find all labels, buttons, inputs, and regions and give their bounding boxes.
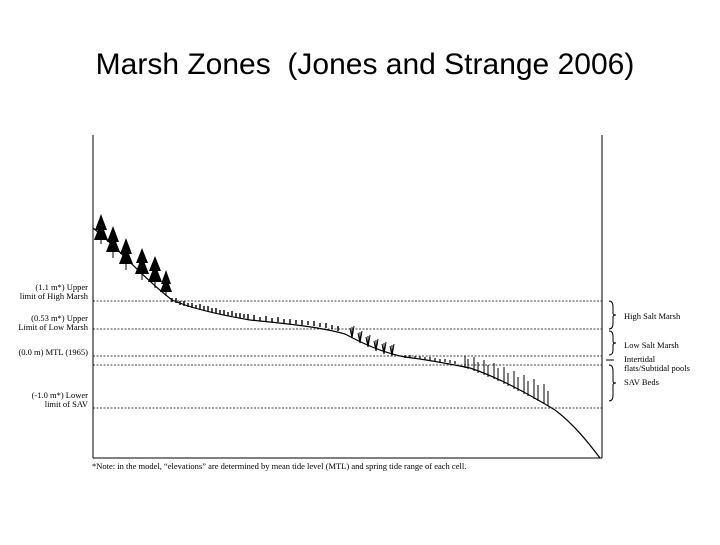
sav-brace xyxy=(608,364,617,402)
tree-icon xyxy=(94,214,108,244)
label-line: (0.0 m) MTL (1965) xyxy=(18,347,88,357)
high-marsh-brace xyxy=(608,300,617,330)
tree-icon xyxy=(119,238,133,270)
label-line: SAV Beds xyxy=(624,377,659,387)
intertidal-label: Intertidal flats/Subtidal pools xyxy=(624,355,718,373)
zone-braces xyxy=(606,300,617,402)
sav-beds-label: SAV Beds xyxy=(624,378,716,387)
label-line: limit of High Marsh xyxy=(19,291,88,301)
label-line: (0.53 m*) Upper xyxy=(31,313,88,323)
sav-vegetation xyxy=(464,356,549,406)
tree-icon xyxy=(135,248,149,280)
ground-profile-line xyxy=(92,227,601,459)
low-marsh-brace xyxy=(608,330,617,356)
tree-icon xyxy=(160,270,172,296)
label-line: Limit of Low Marsh xyxy=(18,322,88,332)
slide-title: Marsh Zones (Jones and Strange 2006) xyxy=(95,48,635,81)
mtl-label: (0.0 m) MTL (1965) xyxy=(14,348,88,357)
flats-vegetation xyxy=(404,355,456,364)
tree-icon xyxy=(106,226,120,258)
label-line: High Salt Marsh xyxy=(624,311,681,321)
high-marsh-vegetation xyxy=(171,298,339,331)
high-salt-marsh-label: High Salt Marsh xyxy=(624,312,716,321)
figure-footnote: *Note: in the model, “elevations” are de… xyxy=(92,461,467,471)
low-marsh-limit-label: (0.53 m*) Upper Limit of Low Marsh xyxy=(14,314,88,332)
sav-limit-label: (-1.0 m*) Lower limit of SAV xyxy=(14,391,88,409)
label-line: flats/Subtidal pools xyxy=(624,363,690,373)
label-line: (-1.0 m*) Lower xyxy=(31,390,88,400)
tree-icon xyxy=(148,256,162,288)
low-marsh-vegetation xyxy=(349,325,395,357)
label-line: Intertidal xyxy=(624,354,656,364)
low-salt-marsh-label: Low Salt Marsh xyxy=(624,341,716,350)
label-line: (1.1 m*) Upper xyxy=(35,282,88,292)
label-line: Low Salt Marsh xyxy=(624,340,679,350)
high-marsh-limit-label: (1.1 m*) Upper limit of High Marsh xyxy=(14,283,88,301)
label-line: limit of SAV xyxy=(44,399,88,409)
upland-trees xyxy=(94,214,172,296)
